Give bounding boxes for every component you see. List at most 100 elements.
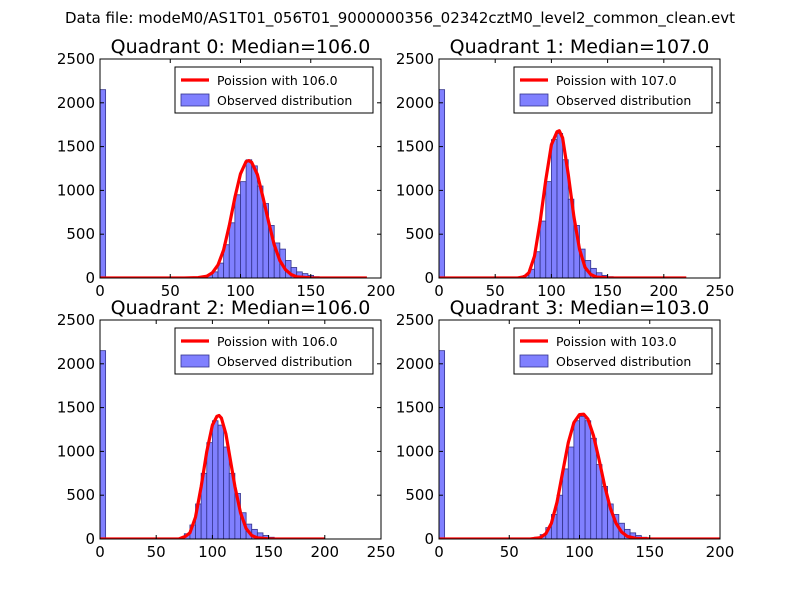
y-tick-label: 1000 — [396, 181, 434, 199]
quadrant-0-panel: 0 50 100 150 20005001000150020002500Quadrant… — [57, 36, 396, 300]
quadrant-3-panel: 0 50 100 150 20005001000150020002500Quadrant… — [396, 297, 735, 561]
histogram-bar — [234, 194, 241, 278]
histogram-bar — [539, 220, 547, 278]
y-tick-label: 500 — [405, 225, 434, 243]
poisson-curve — [100, 159, 367, 278]
axes-frame — [99, 319, 382, 540]
legend-label-poisson: Poission with 107.0 — [556, 73, 677, 88]
histogram-bar — [567, 446, 575, 539]
panel-title: Quadrant 2: Median=106.0 — [111, 297, 371, 319]
y-tick-label: 0 — [424, 530, 434, 548]
histogram-bar — [579, 415, 586, 539]
y-tick-label: 500 — [66, 486, 95, 504]
histogram-bar — [211, 420, 219, 539]
legend: Poission with 107.0 Observed distribution — [513, 66, 713, 114]
x-tick-label: 200 — [367, 282, 396, 300]
x-tick-label: 0 — [434, 543, 444, 561]
panel-title: Quadrant 1: Median=107.0 — [450, 36, 710, 58]
x-tick-label: 100 — [537, 282, 566, 300]
histogram-bar — [551, 139, 558, 278]
y-tick-label: 500 — [405, 486, 434, 504]
y-tick-label: 2000 — [57, 355, 95, 373]
y-tick-label: 2000 — [396, 94, 434, 112]
legend-label-observed: Observed distribution — [217, 93, 352, 108]
histogram-bar — [562, 468, 569, 539]
histogram-bar — [228, 222, 236, 278]
y-tick-label: 0 — [424, 269, 434, 287]
histogram-bar — [217, 424, 225, 539]
x-tick-label: 0 — [95, 543, 105, 561]
poisson-curve — [100, 413, 325, 539]
quadrant-2-panel: 0 50 100 150 200 25005001000150020002500Quadr… — [57, 297, 396, 561]
x-tick-label: 50 — [486, 282, 505, 300]
x-tick-label: 100 — [198, 543, 227, 561]
histogram-bar — [573, 420, 580, 539]
legend-label-observed: Observed distribution — [556, 93, 691, 108]
x-tick-label: 200 — [649, 282, 678, 300]
histogram-bar — [206, 442, 213, 539]
x-tick-label: 50 — [161, 282, 180, 300]
y-tick-label: 0 — [85, 269, 95, 287]
axes-frame — [438, 58, 721, 279]
legend-label-poisson: Poission with 106.0 — [217, 334, 338, 349]
histogram-bar — [100, 89, 107, 278]
histogram-bar — [245, 159, 253, 278]
x-tick-label: 150 — [254, 543, 283, 561]
panel-title: Quadrant 0: Median=106.0 — [111, 36, 371, 58]
histogram-bar — [556, 133, 564, 278]
y-tick-label: 1500 — [396, 138, 434, 156]
legend-bar-swatch — [519, 354, 549, 368]
y-tick-label: 2500 — [57, 311, 95, 329]
observed-bars — [439, 350, 648, 539]
histogram-bar — [545, 181, 552, 278]
y-tick-label: 0 — [85, 530, 95, 548]
histogram-bar — [439, 350, 446, 539]
y-tick-label: 1000 — [396, 442, 434, 460]
histogram-bar — [590, 437, 597, 539]
y-tick-label: 2000 — [57, 94, 95, 112]
x-tick-label: 250 — [367, 543, 396, 561]
legend-label-poisson: Poission with 106.0 — [217, 73, 338, 88]
observed-bars — [100, 89, 320, 278]
y-tick-label: 2500 — [57, 50, 95, 68]
histogram-bar — [100, 350, 107, 539]
y-tick-label: 1000 — [57, 442, 95, 460]
histogram-bar — [240, 181, 247, 278]
x-tick-label: 150 — [635, 543, 664, 561]
panel-title: Quadrant 3: Median=103.0 — [450, 297, 710, 319]
y-tick-label: 1500 — [396, 399, 434, 417]
x-tick-label: 100 — [226, 282, 255, 300]
histogram-bar — [251, 165, 258, 278]
y-tick-label: 1500 — [57, 399, 95, 417]
x-tick-label: 250 — [706, 282, 735, 300]
legend: Poission with 106.0 Observed distribution — [174, 66, 374, 114]
observed-bars — [439, 89, 614, 278]
x-tick-label: 200 — [706, 543, 735, 561]
figure-suptitle: Data file: modeM0/AS1T01_056T01_90000003… — [64, 9, 736, 27]
legend-label-observed: Observed distribution — [556, 354, 691, 369]
x-tick-label: 150 — [593, 282, 622, 300]
histogram-bar — [584, 420, 592, 539]
y-tick-label: 500 — [66, 225, 95, 243]
y-tick-label: 2500 — [396, 311, 434, 329]
y-tick-label: 1000 — [57, 181, 95, 199]
x-tick-label: 200 — [310, 543, 339, 561]
histogram-bar — [439, 89, 446, 278]
x-tick-label: 0 — [95, 282, 105, 300]
x-tick-label: 50 — [147, 543, 166, 561]
legend-label-observed: Observed distribution — [217, 354, 352, 369]
y-tick-label: 2000 — [396, 355, 434, 373]
poisson-curve — [439, 129, 687, 278]
legend: Poission with 106.0 Observed distribution — [174, 327, 374, 375]
observed-bars — [100, 350, 275, 539]
x-tick-label: 50 — [500, 543, 519, 561]
x-tick-label: 100 — [565, 543, 594, 561]
legend-bar-swatch — [180, 93, 210, 107]
legend-bar-swatch — [180, 354, 210, 368]
y-tick-label: 2500 — [396, 50, 434, 68]
x-tick-label: 150 — [296, 282, 325, 300]
quadrant-1-panel: 0 50 100 150 200 25005001000150020002500Quadr… — [396, 36, 735, 300]
poisson-curve — [439, 412, 720, 539]
legend: Poission with 103.0 Observed distribution — [513, 327, 713, 375]
